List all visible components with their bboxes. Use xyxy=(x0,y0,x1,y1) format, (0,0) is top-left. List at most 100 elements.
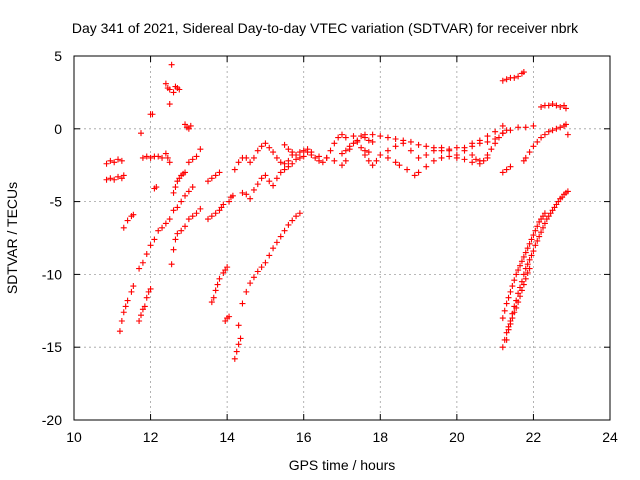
data-point xyxy=(423,163,430,170)
data-point xyxy=(155,153,162,160)
data-point xyxy=(342,157,349,164)
series-arc-i xyxy=(138,130,173,166)
data-point xyxy=(396,162,403,169)
data-point xyxy=(499,122,506,129)
data-point xyxy=(103,176,110,183)
series-arc-af xyxy=(538,101,569,112)
data-point xyxy=(342,147,349,154)
data-point xyxy=(235,341,242,348)
data-point xyxy=(499,130,506,137)
data-point xyxy=(281,166,288,173)
data-point xyxy=(273,239,280,246)
data-point xyxy=(505,294,512,301)
data-point xyxy=(557,124,564,131)
data-point xyxy=(197,146,204,153)
data-point xyxy=(520,253,527,260)
data-point xyxy=(216,169,223,176)
data-point xyxy=(208,213,215,220)
series-arc-ai xyxy=(503,265,533,343)
data-point xyxy=(358,133,365,140)
data-point xyxy=(193,210,200,217)
data-point xyxy=(361,152,368,159)
data-point xyxy=(254,147,261,154)
data-point xyxy=(369,138,376,145)
data-point xyxy=(553,102,560,109)
series-arc-c xyxy=(116,283,137,335)
series-arc-ah xyxy=(499,210,548,322)
data-point xyxy=(369,162,376,169)
data-point xyxy=(281,160,288,167)
data-point xyxy=(116,328,123,335)
data-point xyxy=(254,268,261,275)
x-tick-label: 24 xyxy=(602,429,618,445)
series-arc-b xyxy=(103,172,127,183)
data-point xyxy=(438,144,445,151)
data-point xyxy=(495,134,502,141)
data-point xyxy=(524,269,531,276)
data-point xyxy=(522,249,529,256)
series-arc-k xyxy=(168,205,204,268)
data-point xyxy=(124,217,131,224)
data-point xyxy=(499,169,506,176)
data-point xyxy=(243,191,250,198)
data-point xyxy=(182,223,189,230)
data-point xyxy=(524,261,531,268)
data-point xyxy=(178,227,185,234)
data-point xyxy=(115,156,122,163)
data-point xyxy=(526,149,533,156)
data-point xyxy=(365,157,372,164)
data-point xyxy=(509,283,516,290)
data-point xyxy=(151,236,158,243)
data-point xyxy=(277,233,284,240)
data-point xyxy=(331,157,338,164)
data-point xyxy=(281,141,288,148)
data-point xyxy=(296,149,303,156)
data-point xyxy=(285,157,292,164)
data-point xyxy=(520,281,527,288)
x-tick-label: 12 xyxy=(143,429,159,445)
data-point xyxy=(316,153,323,160)
data-point xyxy=(377,152,384,159)
series-arc-q xyxy=(205,169,223,185)
data-point xyxy=(526,240,533,247)
data-point xyxy=(515,124,522,131)
data-point xyxy=(237,335,244,342)
data-point xyxy=(400,140,407,147)
data-point xyxy=(136,317,143,324)
series-arc-f xyxy=(136,184,196,272)
data-point xyxy=(549,101,556,108)
data-point xyxy=(365,137,372,144)
data-point xyxy=(469,159,476,166)
data-point xyxy=(511,309,518,316)
series-arc-a xyxy=(103,156,125,167)
data-point xyxy=(540,224,546,231)
y-tick-label: 0 xyxy=(54,121,62,137)
series-arc-ae xyxy=(520,121,571,164)
data-point xyxy=(499,77,506,84)
data-point xyxy=(536,233,543,240)
data-point xyxy=(197,205,204,212)
data-point xyxy=(153,184,160,191)
series-arc-l xyxy=(170,169,189,196)
data-point xyxy=(562,121,569,128)
data-point xyxy=(103,160,110,167)
data-point xyxy=(266,178,273,185)
data-point xyxy=(526,256,533,263)
data-point xyxy=(270,182,277,189)
data-point xyxy=(507,288,514,295)
data-points xyxy=(103,61,571,362)
data-point xyxy=(488,146,495,153)
data-point xyxy=(507,163,514,170)
data-point xyxy=(415,141,422,148)
data-point xyxy=(212,172,219,179)
x-tick-label: 16 xyxy=(296,429,312,445)
data-point xyxy=(511,74,518,81)
axis-ticks: 10 12 14 16 18 20 22 24 5 0 -5 -10 -15 -20 xyxy=(42,48,618,445)
series-arc-t xyxy=(235,210,303,329)
data-point xyxy=(515,299,522,306)
data-point xyxy=(170,89,177,96)
data-point xyxy=(503,127,510,134)
data-point xyxy=(214,281,221,288)
data-point xyxy=(164,154,171,161)
